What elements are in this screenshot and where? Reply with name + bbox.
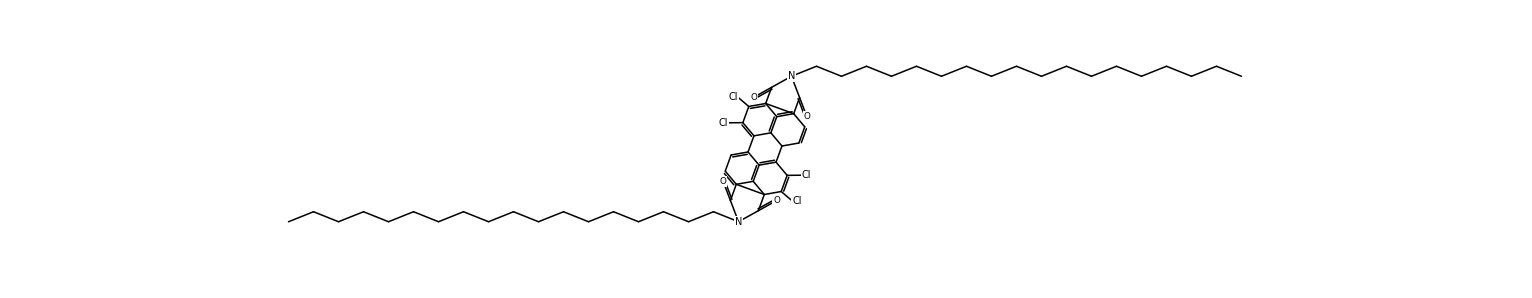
Text: Cl: Cl — [801, 170, 812, 180]
Text: N: N — [735, 217, 741, 227]
Text: O: O — [720, 177, 726, 186]
Text: Cl: Cl — [728, 92, 737, 102]
Text: O: O — [774, 196, 780, 205]
Text: O: O — [751, 93, 757, 102]
Text: O: O — [803, 112, 810, 121]
Text: Cl: Cl — [792, 196, 801, 206]
Text: Cl: Cl — [719, 118, 728, 128]
Text: N: N — [787, 71, 795, 81]
